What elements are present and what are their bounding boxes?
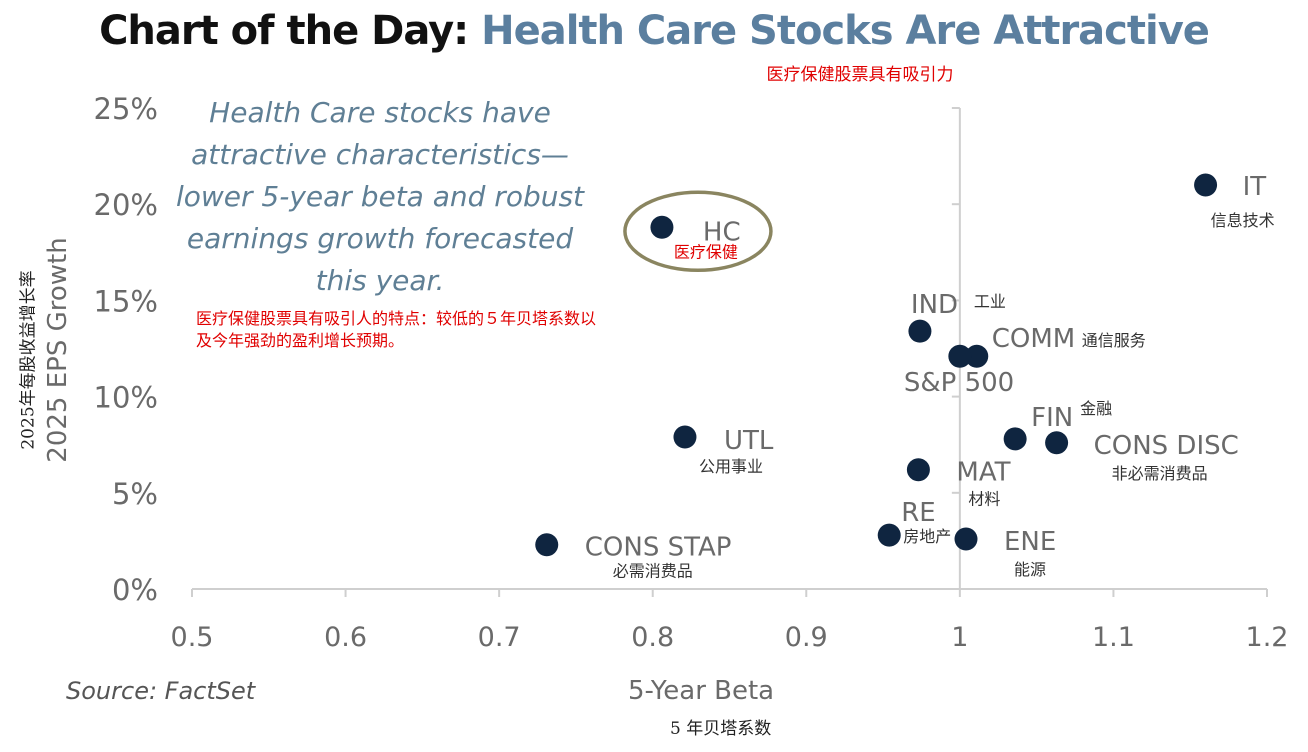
y-tick-label: 25% <box>94 92 158 126</box>
point-label: CONS DISC <box>1094 431 1239 461</box>
data-point <box>673 425 697 449</box>
y-axis-label: 2025 EPS Growth <box>43 237 73 463</box>
y-axis-label-cn: 2025年每股收益增长率 <box>18 270 39 450</box>
y-tick-label: 20% <box>94 188 158 222</box>
point-label: RE <box>901 498 936 528</box>
point-label-cn: 信息技术 <box>1211 211 1275 230</box>
chart-title-cn: 医疗保健股票具有吸引力 <box>766 65 954 85</box>
data-point <box>1194 173 1218 197</box>
source-note: Source: FactSet <box>66 677 256 705</box>
x-tick-label: 1.2 <box>1246 622 1289 653</box>
data-point <box>650 215 674 239</box>
x-tick-label: 0.7 <box>478 622 521 653</box>
chart-title-main: Chart of the Day: <box>99 8 469 54</box>
point-label: MAT <box>956 458 1010 488</box>
point-label: ENE <box>1004 527 1056 557</box>
point-label: COMM <box>992 324 1075 354</box>
y-tick-label: 5% <box>112 477 158 511</box>
chart-title-sub: Health Care Stocks Are Attractive <box>481 8 1210 54</box>
y-tick-label: 15% <box>94 284 158 318</box>
x-axis-label: 5-Year Beta <box>628 676 775 706</box>
point-label-cn: 非必需消费品 <box>1112 464 1208 483</box>
highlight-ellipse <box>623 190 773 273</box>
data-point <box>965 344 989 368</box>
x-axis-label-cn: 5 年贝塔系数 <box>670 719 772 739</box>
x-tick-label: 0.8 <box>631 622 674 653</box>
point-label-cn: 能源 <box>1014 560 1046 579</box>
x-tick-label: 0.5 <box>171 622 214 653</box>
data-point <box>908 319 932 343</box>
data-point <box>906 458 930 482</box>
x-tick-label: 1 <box>951 622 968 653</box>
point-label: IND <box>911 290 958 320</box>
data-point <box>954 527 978 551</box>
point-label-cn: 材料 <box>968 490 1000 509</box>
point-label-cn: 公用事业 <box>699 457 763 476</box>
data-point <box>877 523 901 547</box>
point-label-cn: 房地产 <box>903 527 951 546</box>
point-label-cn: 通信服务 <box>1082 331 1146 350</box>
point-label: CONS STAP <box>585 533 732 563</box>
point-label: FIN <box>1031 403 1073 433</box>
y-tick-label: 0% <box>112 573 158 607</box>
y-tick-label: 10% <box>94 381 158 415</box>
point-label: S&P 500 <box>904 368 1014 398</box>
x-tick-label: 0.9 <box>785 622 828 653</box>
point-label-cn: 医疗保健 <box>674 242 738 261</box>
chart-title: Chart of the Day: Health Care Stocks Are… <box>0 8 1308 54</box>
point-label: HC <box>703 217 741 247</box>
point-label-cn: 工业 <box>974 292 1006 311</box>
point-label-cn: 金融 <box>1080 399 1112 418</box>
point-label: IT <box>1243 172 1267 202</box>
data-point <box>535 533 559 557</box>
x-tick-label: 1.1 <box>1092 622 1135 653</box>
data-point <box>1045 431 1069 455</box>
x-tick-label: 0.6 <box>324 622 367 653</box>
callout-text-cn: 医疗保健股票具有吸引人的特点：较低的５年贝塔系数以及今年强劲的盈利增长预期。 <box>196 309 597 350</box>
data-point <box>1003 427 1027 451</box>
point-label-cn: 必需消费品 <box>613 562 693 581</box>
callout-text: Health Care stocks have attractive chara… <box>175 96 585 297</box>
data-point <box>948 344 972 368</box>
point-label: UTL <box>724 426 774 456</box>
